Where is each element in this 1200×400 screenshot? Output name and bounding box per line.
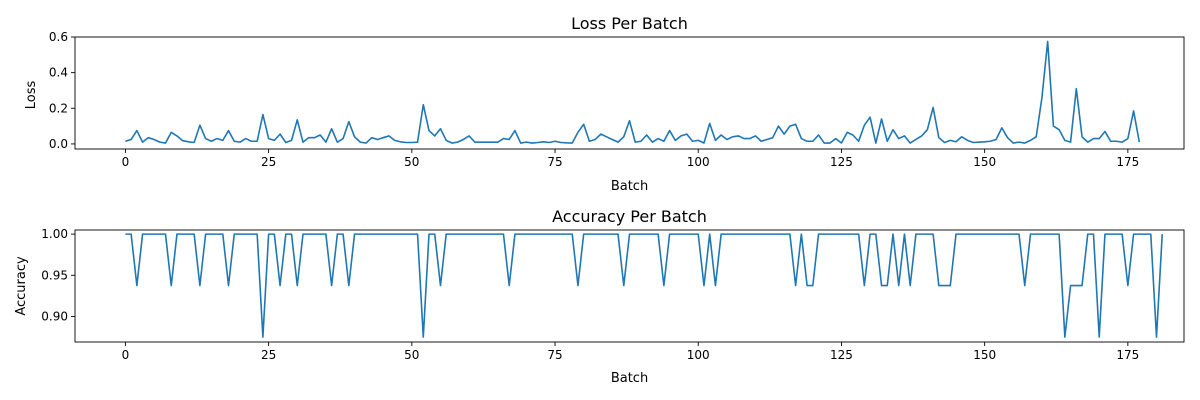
x-tick-label: 175 [1116, 348, 1139, 362]
y-axis-label: Accuracy [14, 256, 29, 316]
y-axis-label: Loss [24, 81, 39, 110]
x-tick-label: 100 [687, 348, 710, 362]
chart-title: Accuracy Per Batch [552, 207, 707, 226]
x-tick-label: 125 [830, 155, 853, 169]
y-tick-label: 0.90 [41, 309, 68, 323]
x-tick-label: 25 [261, 348, 276, 362]
x-tick-label: 0 [122, 155, 130, 169]
axes-frame [74, 229, 1185, 343]
chart-title: Loss Per Batch [571, 14, 688, 33]
data-line [125, 40, 1141, 144]
x-axis-label: Batch [611, 179, 648, 194]
x-tick-label: 50 [404, 155, 419, 169]
data-line [125, 233, 1164, 338]
loss-chart: Loss Per Batch Batch Loss 0 25 50 75 100 125 1… [24, 14, 1185, 194]
x-tick-label: 50 [404, 348, 419, 362]
y-tick-label: 0.6 [49, 30, 68, 44]
x-tick-label: 0 [122, 348, 130, 362]
accuracy-chart: Accuracy Per Batch Batch Accuracy 0 25 50 7… [14, 207, 1185, 386]
x-tick-label: 75 [547, 155, 562, 169]
x-tick-label: 125 [830, 348, 853, 362]
x-tick-label: 75 [547, 348, 562, 362]
y-tick-label: 0.95 [41, 268, 68, 282]
y-tick-label: 0.0 [49, 137, 68, 151]
x-tick-label: 100 [687, 155, 710, 169]
x-tick-label: 150 [973, 155, 996, 169]
x-axis-label: Batch [611, 371, 648, 386]
x-tick-label: 150 [973, 348, 996, 362]
y-tick-label: 0.2 [49, 101, 68, 115]
y-tick-label: 0.4 [49, 66, 68, 80]
x-tick-label: 25 [261, 155, 276, 169]
axes-frame [74, 36, 1185, 150]
y-tick-label: 1.00 [41, 227, 68, 241]
x-tick-label: 175 [1116, 155, 1139, 169]
